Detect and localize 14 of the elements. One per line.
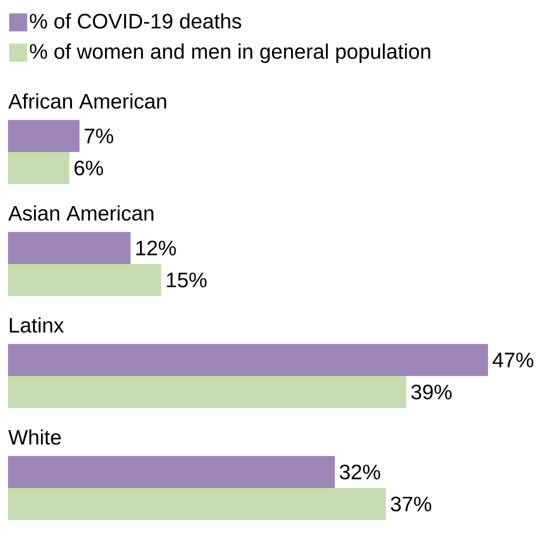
data-label: 15%: [166, 272, 207, 288]
y-tick-label: White: [8, 429, 61, 445]
y-tick-label: African American: [8, 93, 166, 109]
data-label: 12%: [136, 240, 176, 256]
legend-label: % of COVID-19 deaths: [30, 13, 242, 29]
data-label: 47%: [492, 352, 534, 368]
data-label: 32%: [340, 464, 380, 480]
data-label: 39%: [411, 384, 452, 400]
data-label: 6%: [74, 160, 103, 176]
y-tick-label: Latinx: [10, 317, 64, 333]
data-label: 7%: [84, 128, 114, 144]
data-label: 37%: [390, 496, 432, 512]
y-tick-label: Asian American: [8, 205, 154, 221]
legend-label: % of women and men in general population: [30, 44, 430, 64]
